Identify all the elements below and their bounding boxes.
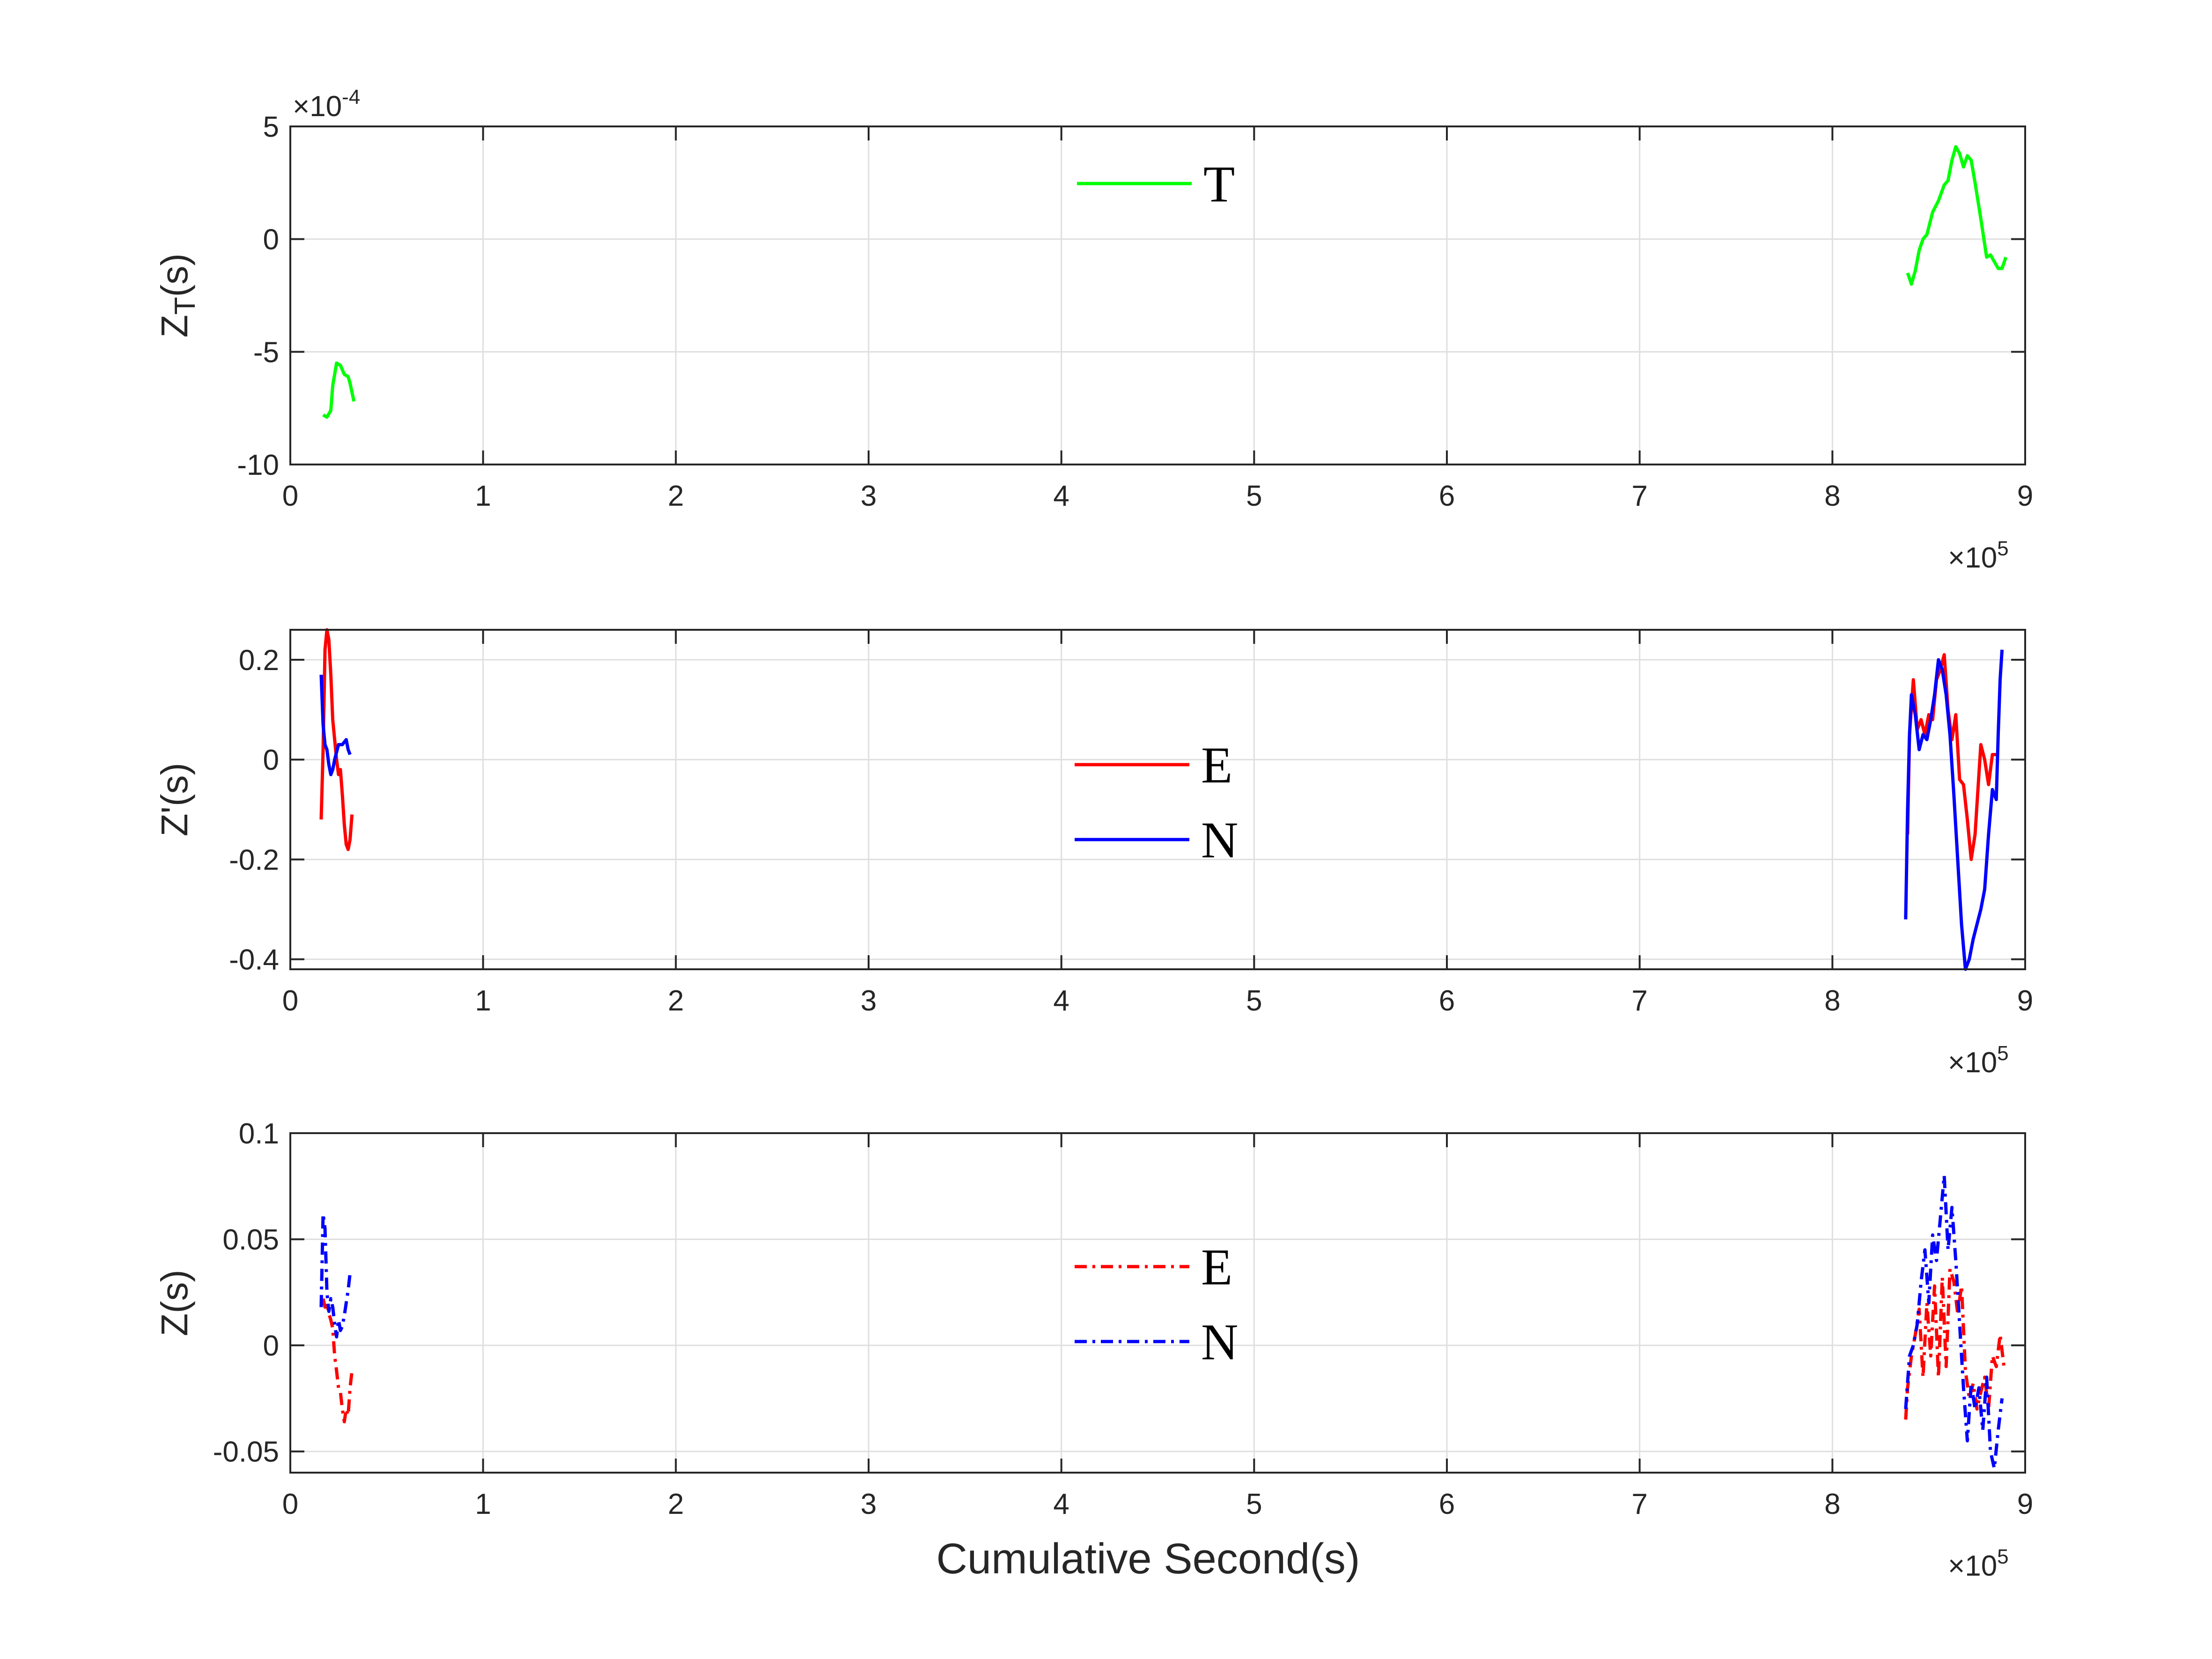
x-tick-label: 6 xyxy=(1439,985,1455,1017)
x-tick-label: 0 xyxy=(282,480,298,512)
legend-label-e: E xyxy=(1201,737,1232,794)
x-tick-label: 2 xyxy=(668,480,684,512)
y-tick-label: -0.4 xyxy=(229,944,279,976)
y-tick-label: 0.1 xyxy=(239,1118,279,1150)
legend-label-t: T xyxy=(1203,155,1235,213)
x-exponent-label: ×105 xyxy=(1948,1545,2009,1582)
y-axis-label: Z(s) xyxy=(154,1269,195,1336)
x-tick-label: 5 xyxy=(1246,985,1262,1017)
x-exponent-base: ×10 xyxy=(1948,542,1997,574)
axes-box xyxy=(289,629,2026,970)
y-exponent-power: -4 xyxy=(342,86,360,109)
y-tick-label: 0 xyxy=(263,224,279,256)
x-tick-label: 3 xyxy=(861,1488,877,1520)
x-tick-label: 7 xyxy=(1631,1488,1647,1520)
x-exponent-power: 5 xyxy=(1997,1545,2008,1568)
y-label-main: Z(s) xyxy=(154,1269,195,1336)
x-tick-label: 4 xyxy=(1053,985,1069,1017)
series-segment xyxy=(322,361,356,419)
series-segment xyxy=(319,1212,352,1339)
y-label-main: Z'(s) xyxy=(154,763,195,836)
axes-box xyxy=(289,1132,2026,1474)
x-tick-label: 1 xyxy=(475,480,491,512)
grid-lines xyxy=(290,630,2025,969)
x-exponent-power: 5 xyxy=(1997,1042,2008,1065)
y-label-rest: (s) xyxy=(154,253,195,297)
y-tick-label: -10 xyxy=(237,449,279,481)
series-n-line xyxy=(319,649,2004,971)
x-tick-label: 3 xyxy=(861,985,877,1017)
x-tick-label: 9 xyxy=(2017,985,2033,1017)
series-segment xyxy=(1904,1267,2006,1420)
x-tick-label: 9 xyxy=(2017,1488,2033,1520)
legend-label-n: N xyxy=(1201,1313,1238,1371)
x-tick-label: 6 xyxy=(1439,1488,1455,1520)
series-n-line xyxy=(319,1174,2004,1470)
y-label-subscript: T xyxy=(169,297,201,315)
x-tick-label: 3 xyxy=(861,480,877,512)
y-tick-label: 0 xyxy=(263,1330,279,1362)
x-tick-label: 5 xyxy=(1246,1488,1262,1520)
y-tick-label: -0.2 xyxy=(229,844,279,876)
y-tick-label: 0.2 xyxy=(239,644,279,677)
y-exponent-base: ×10 xyxy=(293,90,342,123)
x-exponent-label: ×105 xyxy=(1948,537,2009,574)
y-exponent-label: ×10-4 xyxy=(293,86,360,123)
legend: EN xyxy=(1075,1239,1238,1371)
y-tick-label: -0.05 xyxy=(213,1436,279,1468)
legend-label-e: E xyxy=(1201,1239,1232,1296)
y-tick-label: 0 xyxy=(263,744,279,776)
x-tick-label: 5 xyxy=(1246,480,1262,512)
series-t-line xyxy=(322,145,2008,419)
series-segment xyxy=(1906,145,2008,286)
grid-lines xyxy=(290,1133,2025,1473)
legend-label-n: N xyxy=(1201,811,1238,869)
grid-lines xyxy=(290,126,2025,465)
series-segment xyxy=(319,674,352,776)
x-tick-label: 2 xyxy=(668,985,684,1017)
x-tick-label: 6 xyxy=(1439,480,1455,512)
x-exponent-power: 5 xyxy=(1997,537,2008,560)
x-exponent-label: ×105 xyxy=(1948,1042,2009,1079)
x-exponent-base: ×10 xyxy=(1948,1047,1997,1079)
x-tick-label: 4 xyxy=(1053,480,1069,512)
legend: T xyxy=(1077,155,1235,213)
x-tick-label: 1 xyxy=(475,1488,491,1520)
x-tick-label: 0 xyxy=(282,985,298,1017)
x-tick-label: 7 xyxy=(1631,985,1647,1017)
x-tick-label: 8 xyxy=(1824,1488,1840,1520)
legend: EN xyxy=(1075,737,1238,869)
series-segment xyxy=(1904,1174,2004,1470)
y-axis-label: Z'(s) xyxy=(154,763,195,836)
y-tick-label: 5 xyxy=(263,111,279,143)
x-tick-label: 8 xyxy=(1824,480,1840,512)
x-tick-label: 7 xyxy=(1631,480,1647,512)
series-segment xyxy=(319,628,354,851)
y-tick-label: -5 xyxy=(253,336,279,369)
y-label-main: Z xyxy=(154,315,195,338)
x-tick-label: 2 xyxy=(668,1488,684,1520)
x-tick-label: 8 xyxy=(1824,985,1840,1017)
x-tick-label: 0 xyxy=(282,1488,298,1520)
x-exponent-base: ×10 xyxy=(1948,1550,1997,1582)
y-tick-label: 0.05 xyxy=(222,1224,279,1256)
x-tick-label: 4 xyxy=(1053,1488,1069,1520)
y-axis-label: ZT(s) xyxy=(154,253,201,338)
axes-box xyxy=(289,125,2026,465)
x-axis-label: Cumulative Second(s) xyxy=(936,1535,1360,1583)
x-tick-label: 1 xyxy=(475,985,491,1017)
series-segment xyxy=(1904,649,2004,971)
x-tick-label: 9 xyxy=(2017,480,2033,512)
